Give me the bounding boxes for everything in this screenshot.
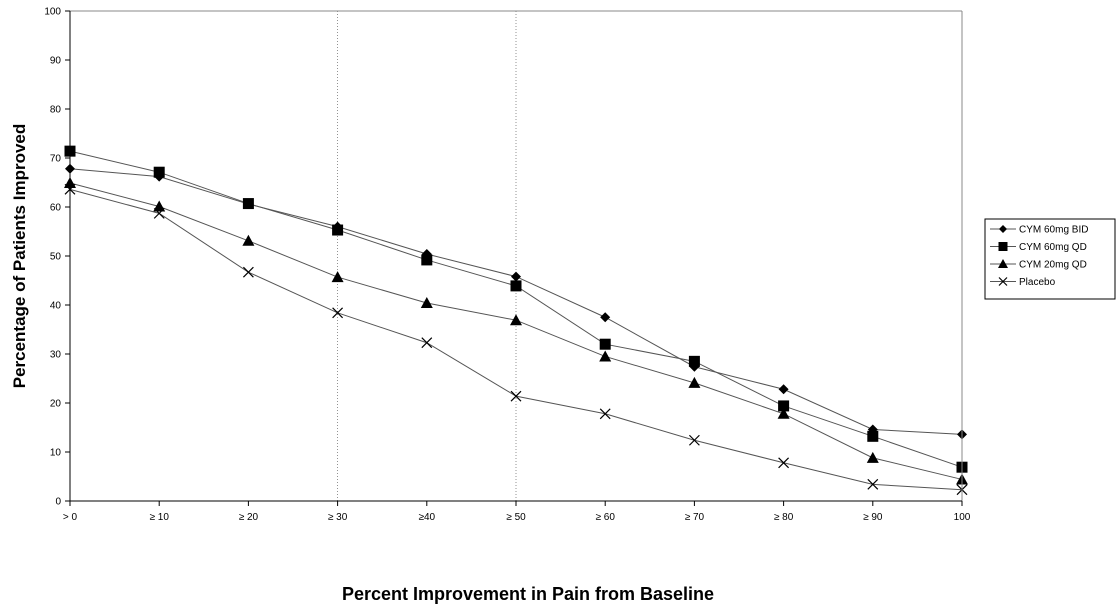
data-point-triangle <box>331 271 344 283</box>
data-point-diamond <box>999 225 1007 233</box>
y-tick-label: 60 <box>50 203 62 214</box>
legend: CYM 60mg BID CYM 60mg QD CYM 20mg QD Placeb… <box>984 218 1116 300</box>
data-point-square <box>998 242 1008 251</box>
data-point-x <box>510 390 522 402</box>
series-line <box>69 188 963 491</box>
legend-label: CYM 60mg QD <box>1019 242 1087 253</box>
y-tick-label: 50 <box>50 252 62 263</box>
series-line <box>69 168 963 435</box>
data-point-square <box>153 166 165 178</box>
legend-item: CYM 20mg QD <box>990 259 1087 271</box>
data-point-triangle <box>153 200 166 212</box>
legend-label: CYM 20mg QD <box>1019 260 1087 271</box>
y-tick-label: 100 <box>44 7 61 18</box>
x-tick-label: ≥ 70 <box>685 512 705 523</box>
data-point-square <box>599 338 611 350</box>
data-point-x <box>153 207 165 219</box>
data-point-triangle <box>510 314 522 326</box>
x-tick-label: ≥ 80 <box>774 512 794 523</box>
data-point-triangle <box>242 234 255 246</box>
data-point-square <box>242 198 254 210</box>
data-point-triangle <box>866 451 879 463</box>
reference-lines <box>337 11 517 501</box>
x-axis-title: Percent Improvement in Pain from Baselin… <box>342 584 714 604</box>
data-point-square <box>867 430 879 442</box>
data-point-x <box>332 307 344 319</box>
y-tick-label: 10 <box>50 448 62 459</box>
x-tick-label: ≥ 50 <box>506 512 526 523</box>
x-tick-label: ≥ 20 <box>239 512 259 523</box>
x-tick-label: ≥ 10 <box>150 512 170 523</box>
y-tick-label: 90 <box>50 56 62 67</box>
data-point-x <box>688 434 700 446</box>
y-tick-label: 70 <box>50 154 62 165</box>
series-placebo <box>64 183 968 496</box>
data-point-square <box>510 280 522 292</box>
y-tick-label: 80 <box>50 105 62 116</box>
x-tick-label: ≥40 <box>418 512 435 523</box>
data-point-triangle <box>599 350 612 362</box>
x-tick-label: ≥ 90 <box>863 512 883 523</box>
x-tick-label: ≥ 30 <box>328 512 348 523</box>
x-tick-label: 100 <box>954 512 971 523</box>
data-point-triangle <box>777 407 790 419</box>
legend-item: CYM 60mg BID <box>990 225 1088 236</box>
legend-item: CYM 60mg QD <box>990 242 1087 253</box>
y-tick-label: 0 <box>55 497 61 508</box>
y-tick-label: 20 <box>50 399 62 410</box>
series-cym-20mg-qd <box>64 176 968 485</box>
data-point-square <box>332 224 344 236</box>
legend-item: Placebo <box>990 277 1056 288</box>
data-point-x <box>599 408 611 420</box>
data-point-x <box>421 337 433 349</box>
y-axis-title: Percentage of Patients Improved <box>10 124 29 389</box>
data-point-x <box>242 266 254 278</box>
x-tick-label: > 0 <box>63 512 78 523</box>
y-tick-label: 40 <box>50 301 62 312</box>
data-point-square <box>778 400 790 412</box>
series-layer <box>64 145 968 496</box>
y-tick-label: 30 <box>50 350 62 361</box>
data-point-diamond <box>511 271 521 282</box>
data-point-square <box>421 254 433 266</box>
data-point-diamond <box>600 312 611 323</box>
data-point-x <box>778 457 790 469</box>
data-point-diamond <box>421 249 432 260</box>
legend-label: Placebo <box>1019 277 1056 288</box>
data-point-diamond <box>778 384 789 395</box>
data-point-x <box>867 478 879 490</box>
legend-label: CYM 60mg BID <box>1019 225 1088 236</box>
data-point-x <box>998 277 1008 286</box>
x-tick-label: ≥ 60 <box>596 512 616 523</box>
data-point-square <box>688 355 700 367</box>
axes-layer: 0 10 20 30 40 50 60 70 80 90 100 > 0 ≥ 10 ≥ 20 ≥ 30 ≥40… <box>44 7 970 524</box>
data-point-triangle <box>998 259 1008 268</box>
data-point-triangle <box>688 376 701 388</box>
data-point-triangle <box>420 297 433 309</box>
